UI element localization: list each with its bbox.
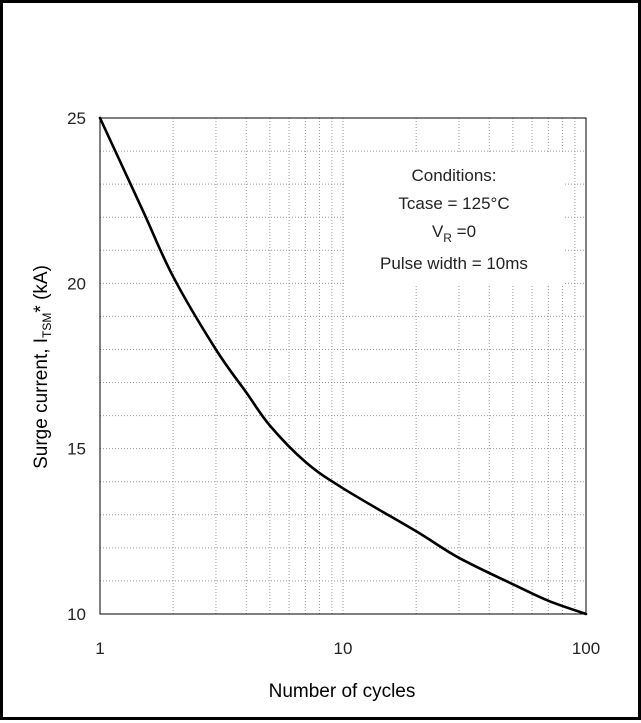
conditions-vr: VR =0	[432, 222, 476, 245]
vr-main: V	[432, 222, 444, 241]
conditions-tcase: Tcase = 125°C	[398, 194, 509, 213]
surge-current-chart: Conditions: Tcase = 125°C VR =0 Pulse wi…	[31, 109, 600, 702]
surge-current-curve	[98, 116, 588, 616]
y-tick-label: 20	[67, 274, 86, 293]
y-axis-ticks: 10 15 20 25	[67, 109, 86, 624]
y-axis-title-main: Surge current, I	[31, 338, 52, 469]
vr-tail: =0	[452, 222, 476, 241]
conditions-pulse-width: Pulse width = 10ms	[380, 254, 528, 273]
x-axis-title: Number of cycles	[269, 681, 416, 702]
x-tick-label: 1	[95, 639, 104, 658]
y-axis-title-tail: * (kA)	[31, 265, 52, 313]
conditions-title: Conditions:	[411, 166, 496, 185]
y-tick-label: 10	[67, 605, 86, 624]
y-axis-title-subscript: TSM	[40, 313, 54, 338]
y-tick-label: 25	[67, 109, 86, 128]
x-axis-ticks: 1 10 100	[95, 639, 600, 658]
x-tick-label: 10	[334, 639, 353, 658]
plot-border	[99, 117, 587, 615]
y-axis-title: Surge current, ITSM* (kA)	[31, 265, 54, 469]
vr-subscript: R	[443, 231, 452, 245]
x-tick-label: 100	[572, 639, 600, 658]
conditions-box	[346, 153, 563, 285]
y-tick-label: 15	[67, 440, 86, 459]
